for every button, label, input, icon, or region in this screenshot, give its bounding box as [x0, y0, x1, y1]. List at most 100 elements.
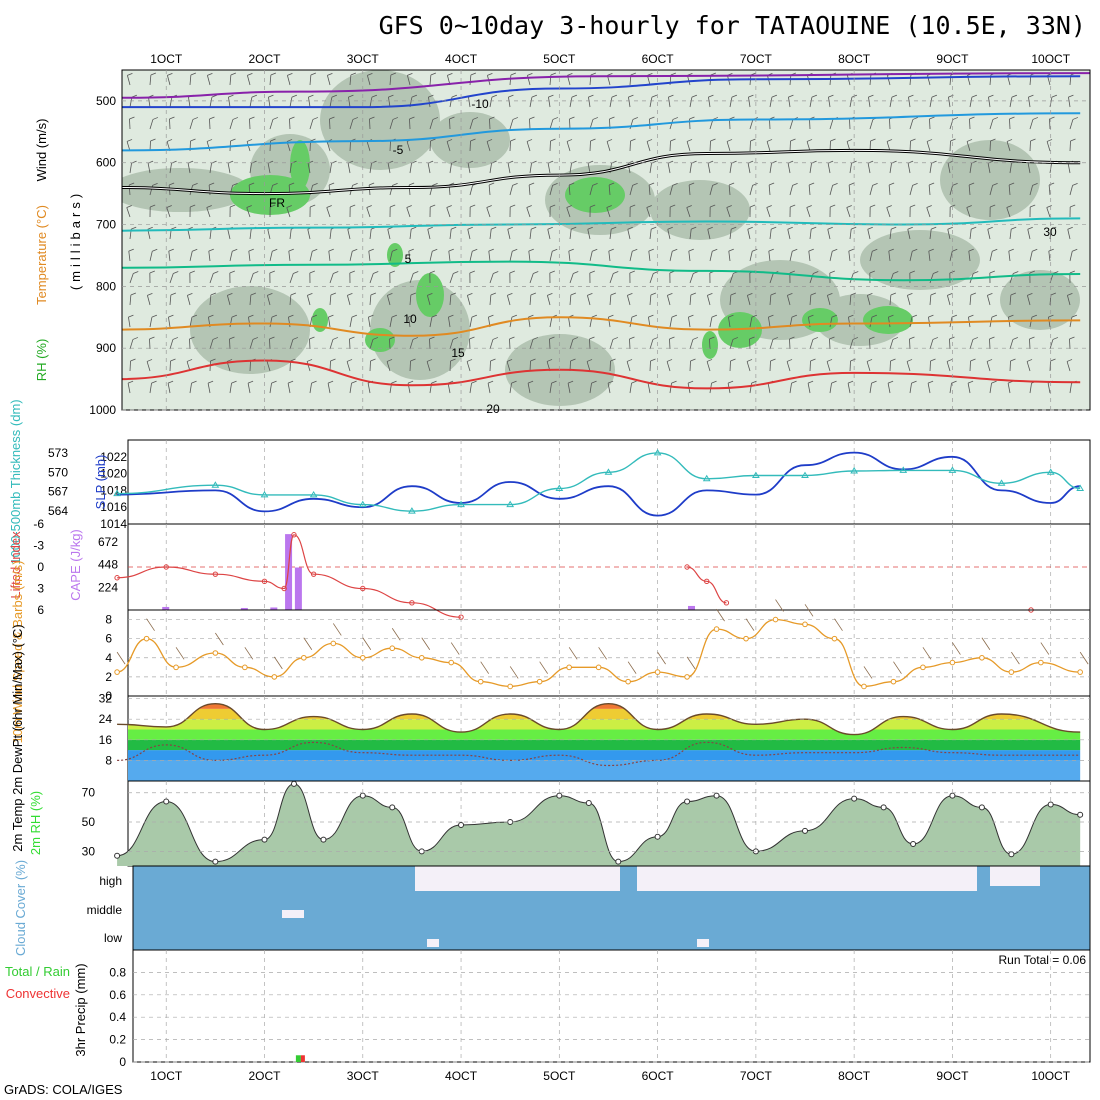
isotherm--10: [122, 75, 1081, 109]
wind-barb: [1049, 118, 1051, 130]
wind-barb-flag: [931, 226, 937, 230]
wind-barb: [509, 140, 511, 152]
wind-barb: [649, 97, 653, 108]
wind-barb-flag: [411, 226, 417, 230]
wind-speed-marker: [743, 635, 749, 642]
wind-barb-flag: [408, 314, 414, 318]
wind-barb-flag: [871, 380, 877, 384]
wind-barb: [768, 185, 771, 196]
wind-barb: [529, 229, 532, 240]
wind-barb: [349, 75, 352, 86]
wind-barb: [449, 295, 452, 306]
rh-mid-area: [650, 180, 750, 240]
wind-barb-flag: [466, 359, 473, 362]
temp-band: [128, 729, 1081, 740]
wind-barb-flag: [728, 182, 735, 186]
wind-barb: [349, 317, 353, 328]
wind-barb-flag: [368, 248, 374, 252]
temp-band: [128, 739, 1081, 751]
wind-barb: [646, 207, 651, 218]
wind-barb: [229, 317, 233, 328]
wind-barb: [249, 229, 252, 240]
wind-barb-flag: [891, 226, 897, 230]
wind-barb: [987, 163, 991, 174]
wind-barb-flag: [570, 292, 577, 296]
wind-barb: [889, 295, 892, 306]
wind-barb-flag: [150, 72, 157, 76]
wind-barb-flag: [766, 205, 772, 208]
wind-barb: [447, 383, 451, 394]
bottom-date-tick: 4OCT: [445, 1069, 478, 1083]
wind-barb-flag: [248, 314, 254, 318]
surface-wind-barb: [215, 632, 224, 646]
wind-barb-flag: [669, 336, 675, 340]
wind-barb: [569, 295, 572, 306]
wind-barb: [509, 75, 512, 86]
wind-barb-flag: [488, 248, 494, 252]
wind-barb: [1008, 185, 1011, 196]
wind-barb-flag: [447, 72, 453, 76]
lifted-tick: 3: [37, 582, 44, 596]
wind-barb: [587, 229, 591, 240]
wind-barb: [989, 119, 994, 130]
wind-barb: [929, 97, 933, 108]
wind-barb: [309, 338, 311, 350]
wind-speed-marker: [301, 654, 307, 661]
wind-barb-flag: [331, 94, 338, 98]
wind-speed-marker: [1038, 659, 1044, 666]
wind-barb: [986, 361, 991, 372]
rh-tick: 30: [82, 844, 96, 858]
wind-barb-flag: [130, 358, 136, 362]
wind-barb-flag: [591, 380, 597, 384]
wind-barb-flag: [869, 336, 875, 340]
wind-barb: [487, 383, 491, 394]
wind-barb: [146, 361, 151, 372]
wind-barb-flag: [310, 72, 317, 76]
wind-barb: [909, 140, 911, 152]
wind-barb: [689, 97, 693, 108]
wind-barb: [849, 339, 854, 350]
wind-barb: [1069, 185, 1073, 196]
wind-barb-flag: [806, 205, 812, 208]
wind-barb: [909, 185, 913, 196]
wind-barb-flag: [526, 139, 533, 142]
lifted-marker: [261, 578, 268, 585]
wind-barb: [589, 185, 593, 196]
wind-barb-flag: [646, 139, 653, 142]
wind-barb: [569, 273, 574, 284]
wind-barb-flag: [407, 380, 414, 384]
wind-barb-flag: [270, 204, 276, 208]
isotherm-labels: -10 -5 FR 5 10 15 20 30: [269, 97, 1057, 416]
wind-barb: [748, 97, 751, 108]
wind-speed-marker: [1077, 669, 1083, 675]
wind-barb: [168, 317, 171, 328]
wind-barb-flag: [749, 336, 755, 340]
wind-barb-flag: [168, 182, 175, 186]
rh-high-area: [416, 273, 444, 317]
rh-high-area: [565, 177, 625, 213]
wind-barb-flag: [792, 248, 798, 252]
wind-barb-flag: [846, 139, 853, 142]
wind-barb-flag: [206, 139, 213, 142]
wind-barb-flag: [230, 204, 236, 208]
precip-legend-total: Total / Rain: [5, 964, 70, 979]
wind-barb-flag: [228, 94, 234, 98]
wind-barb: [169, 360, 171, 372]
wind-barb-flag: [248, 182, 255, 186]
wind-barb: [409, 273, 414, 284]
wind-barb-flag: [869, 270, 875, 274]
wind-barb: [868, 97, 871, 108]
wind-barb: [608, 317, 611, 328]
wind-barb-flag: [826, 359, 833, 362]
wind-barb: [747, 295, 751, 306]
wind-barb-flag: [671, 380, 677, 384]
wind-barb-flag: [271, 380, 277, 384]
wind-barb-flag: [572, 337, 579, 340]
wind-barb: [1069, 251, 1073, 262]
wind-barb: [728, 185, 731, 196]
wind-barb-flag: [807, 380, 814, 384]
wind-barb: [709, 338, 711, 350]
wind-barb: [129, 118, 131, 130]
wind-barb-flag: [566, 205, 572, 208]
wind-barb-flag: [867, 226, 873, 230]
